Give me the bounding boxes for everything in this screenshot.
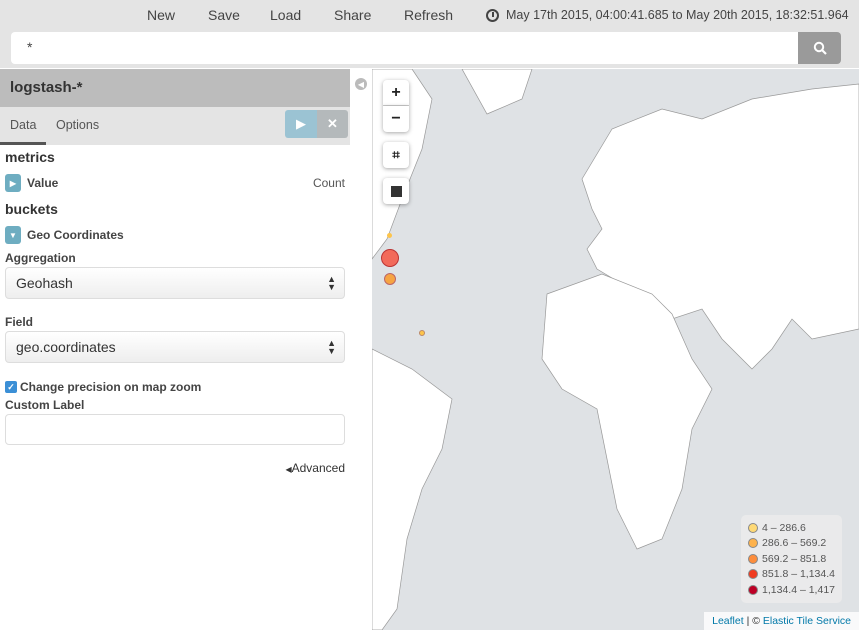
map-marker[interactable] [384, 273, 396, 285]
save-button[interactable]: Save [208, 7, 240, 23]
square-icon [390, 185, 402, 197]
share-button[interactable]: Share [334, 7, 372, 23]
search-button[interactable] [798, 32, 841, 64]
legend-color-swatch [748, 584, 759, 595]
legend-range: 286.6 – 569.2 [762, 537, 827, 550]
greenland-landmass [461, 69, 533, 115]
play-icon: ▶ [296, 116, 306, 131]
load-button[interactable]: Load [270, 7, 302, 23]
advanced-label: Advanced [291, 461, 345, 475]
sidebar: logstash-* Data Options ▶ ✕ metrics ▶ Va… [0, 69, 350, 630]
legend-item: 569.2 – 851.8 [748, 551, 835, 567]
precision-checkbox[interactable]: ✓ [5, 381, 17, 393]
minus-icon: − [391, 110, 401, 127]
index-pattern-title: logstash-* [0, 69, 350, 107]
legend-range: 851.8 – 1,134.4 [762, 568, 835, 581]
discard-button[interactable]: ✕ [317, 110, 348, 138]
precision-checkbox-row[interactable]: ✓ Change precision on map zoom [5, 380, 201, 394]
caret-down-icon: ▼ [5, 226, 21, 244]
map-legend: 4 – 286.6 286.6 – 569.2 569.2 – 851.8 851.8… [741, 515, 842, 603]
search-icon [813, 41, 827, 55]
field-label: Field [5, 315, 34, 329]
south-america-landmass [372, 348, 453, 630]
legend-range: 4 – 286.6 [762, 521, 806, 534]
attribution-separator: | © [743, 615, 763, 627]
legend-color-swatch [748, 538, 759, 549]
metrics-heading: metrics [5, 149, 55, 165]
world-map [372, 69, 859, 630]
select-arrows-icon: ▲ ▼ [327, 338, 336, 356]
precision-label: Change precision on map zoom [20, 380, 202, 394]
top-bar: New Save Load Share Refresh May 17th 201… [0, 0, 859, 68]
legend-range: 569.2 – 851.8 [762, 552, 827, 565]
field-select[interactable]: geo.coordinates ▲ ▼ [5, 331, 345, 363]
legend-color-swatch [748, 569, 759, 580]
zoom-in-button[interactable]: + [383, 80, 409, 106]
tab-bar: Data Options ▶ ✕ [0, 107, 350, 145]
tile-service-link[interactable]: Elastic Tile Service [762, 615, 851, 627]
collapse-sidebar-icon[interactable]: ◀ [355, 78, 367, 90]
tab-options[interactable]: Options [56, 118, 100, 132]
time-range: May 17th 2015, 04:00:41.685 to May 20th … [506, 8, 849, 22]
map-attribution: Leaflet | © Elastic Tile Service [704, 612, 859, 630]
legend-item: 286.6 – 569.2 [748, 536, 835, 552]
legend-item: 851.8 – 1,134.4 [748, 567, 835, 583]
legend-item: 4 – 286.6 [748, 520, 835, 536]
metric-label: Value [27, 176, 59, 190]
map-marker[interactable] [381, 249, 399, 267]
custom-label-label: Custom Label [5, 398, 85, 412]
new-button[interactable]: New [147, 7, 176, 23]
draw-rectangle-button[interactable] [383, 178, 409, 204]
crop-icon: ⌗ [392, 147, 400, 162]
aggregation-label: Aggregation [5, 251, 76, 265]
clock-icon [486, 8, 499, 22]
search-input[interactable]: * [11, 32, 798, 64]
buckets-heading: buckets [5, 201, 58, 217]
zoom-out-button[interactable]: − [383, 106, 409, 132]
caret-left-icon: ◀ [285, 465, 292, 474]
aggregation-value: Geohash [16, 275, 73, 291]
select-arrows-icon: ▲ ▼ [327, 274, 336, 292]
caret-right-icon: ▶ [5, 174, 21, 192]
metric-value-toggle[interactable]: ▶ Value Count [5, 174, 345, 192]
legend-color-swatch [748, 553, 759, 564]
map-marker[interactable] [387, 233, 392, 238]
metric-type: Count [312, 176, 345, 190]
africa-landmass [541, 273, 713, 550]
close-icon: ✕ [327, 116, 338, 131]
bucket-label: Geo Coordinates [27, 228, 124, 242]
advanced-link[interactable]: ◀Advanced [285, 461, 345, 475]
legend-range: 1,134.4 – 1,417 [762, 583, 835, 596]
time-picker[interactable]: May 17th 2015, 04:00:41.685 to May 20th … [486, 8, 849, 22]
map-marker[interactable] [419, 330, 425, 336]
field-value: geo.coordinates [16, 339, 116, 355]
tab-data[interactable]: Data [0, 118, 46, 145]
map[interactable]: + − ⌗ 4 – 286.6 286.6 – 569.2 569.2 – 851.… [372, 69, 859, 630]
leaflet-link[interactable]: Leaflet [712, 615, 744, 627]
aggregation-select[interactable]: Geohash ▲ ▼ [5, 267, 345, 299]
legend-color-swatch [748, 522, 759, 533]
legend-item: 1,134.4 – 1,417 [748, 582, 835, 598]
custom-label-input[interactable] [5, 414, 345, 445]
apply-button[interactable]: ▶ [285, 110, 317, 138]
plus-icon: + [391, 83, 401, 101]
refresh-button[interactable]: Refresh [404, 7, 454, 23]
fit-bounds-button[interactable]: ⌗ [383, 142, 409, 168]
bucket-toggle[interactable]: ▼ Geo Coordinates [5, 226, 124, 244]
